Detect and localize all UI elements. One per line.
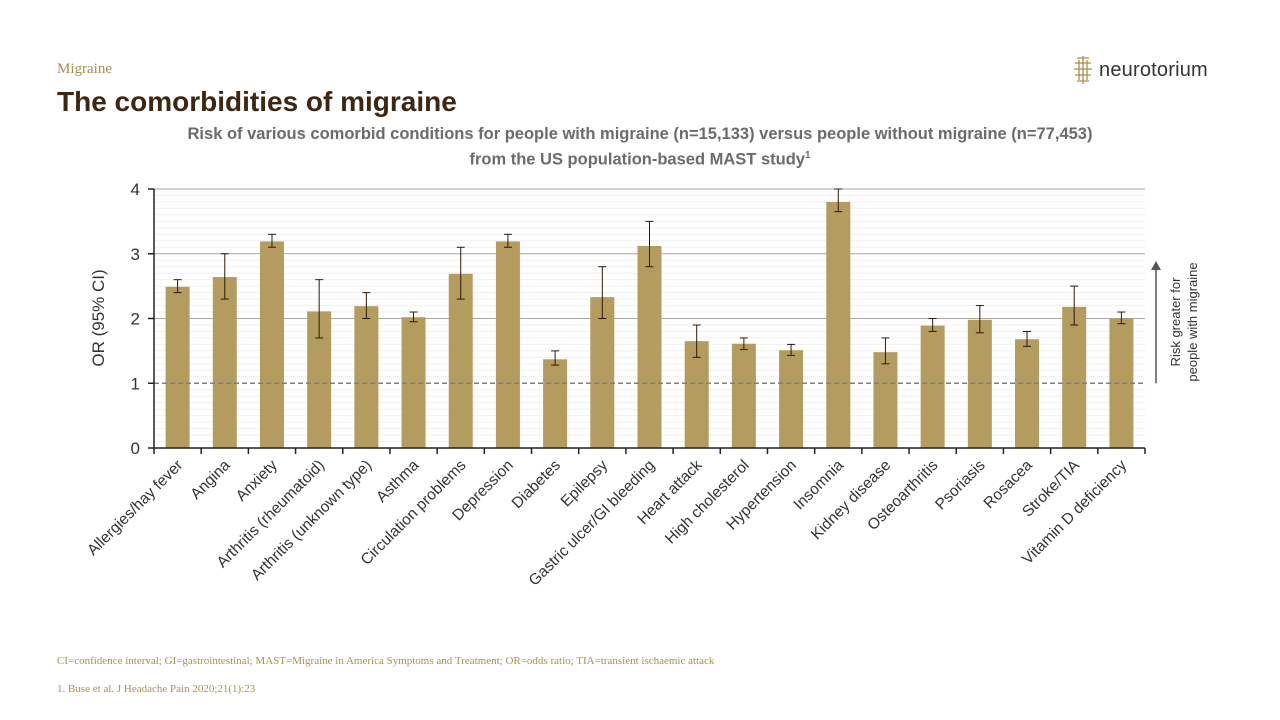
- annotation-line-2: people with migraine: [1185, 262, 1200, 381]
- bar: [495, 241, 520, 448]
- bar: [590, 297, 615, 448]
- bar: [1062, 306, 1087, 448]
- footnote: CI=confidence interval; GI=gastrointesti…: [57, 655, 715, 667]
- x-tick-label: Anxiety: [233, 457, 281, 505]
- bar: [826, 201, 851, 448]
- subtitle-line-2: from the US population-based MAST study1: [100, 145, 1180, 171]
- bar: [731, 343, 756, 448]
- x-tick-label: Angina: [187, 457, 233, 503]
- y-tick-label: 3: [131, 245, 140, 264]
- bar: [448, 273, 473, 448]
- annotation-arrow-head: [1151, 261, 1161, 270]
- bar: [920, 325, 945, 448]
- bar: [543, 359, 568, 448]
- x-tick-label: Allergies/hay fever: [84, 457, 186, 559]
- logo-text: neurotorium: [1099, 58, 1208, 81]
- chart-subtitle: Risk of various comorbid conditions for …: [100, 123, 1180, 171]
- section-label: Migraine: [57, 61, 112, 77]
- bar: [1015, 339, 1040, 448]
- bar: [779, 350, 804, 448]
- reference: 1. Buse et al. J Headache Pain 2020;21(1…: [57, 683, 256, 695]
- subtitle-line-2-text: from the US population-based MAST study: [469, 150, 805, 169]
- annotation-line-1: Risk greater for: [1168, 277, 1183, 367]
- x-tick-label: High cholesterol: [662, 457, 753, 548]
- neurotorium-logo-icon: [1074, 56, 1092, 84]
- bar: [637, 245, 662, 448]
- bar: [684, 341, 709, 448]
- x-tick-label: Psoriasis: [932, 457, 989, 514]
- y-tick-label: 4: [131, 180, 140, 199]
- bar: [1109, 318, 1134, 448]
- brand-logo: neurotorium: [1071, 54, 1208, 86]
- bar: [212, 277, 237, 448]
- y-tick-label: 1: [131, 374, 140, 393]
- subtitle-reference-mark: 1: [804, 150, 811, 161]
- bar: [165, 286, 190, 448]
- y-axis-label: OR (95% CI): [89, 269, 108, 366]
- y-tick-label: 0: [131, 439, 140, 458]
- y-tick-label: 2: [131, 310, 140, 329]
- bar: [354, 306, 379, 448]
- bar: [873, 352, 898, 448]
- x-tick-label: Diabetes: [509, 457, 564, 512]
- bar: [259, 241, 284, 448]
- subtitle-line-1: Risk of various comorbid conditions for …: [187, 125, 1093, 143]
- page-title: The comorbidities of migraine: [57, 86, 457, 117]
